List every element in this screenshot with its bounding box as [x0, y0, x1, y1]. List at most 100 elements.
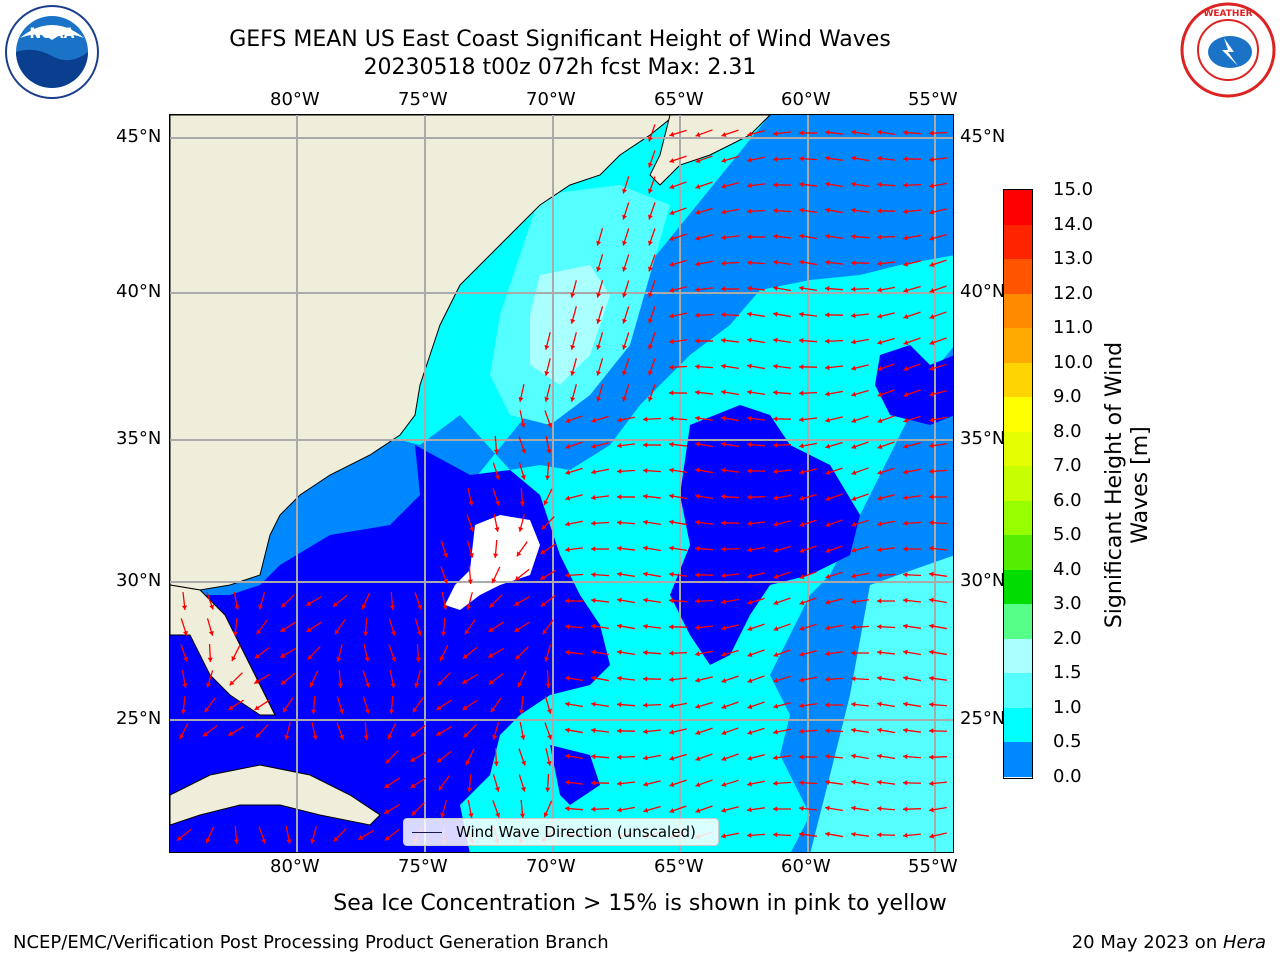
run-date-text: 20 May 2023 on [1071, 932, 1223, 953]
wave-arrow-head [254, 653, 260, 659]
wave-arrow-head [648, 318, 653, 324]
wave-arrow-head [903, 754, 908, 760]
wave-arrow-head [181, 605, 188, 610]
wave-arrow-head [929, 130, 934, 136]
colorbar-segment [1004, 224, 1032, 260]
wave-arrow-head [540, 601, 546, 607]
wave-arrow-head [929, 235, 935, 241]
wave-arrow-head [207, 657, 213, 662]
wave-arrow-head [438, 785, 444, 791]
wave-arrow-head [182, 683, 188, 688]
wave-arrow-head [488, 653, 494, 658]
wave-arrow-head [546, 761, 552, 766]
wave-arrow-head [591, 780, 596, 786]
wave-arrow-head [695, 598, 700, 604]
wave-arrow-head [695, 624, 700, 631]
wave-arrow-head [519, 501, 525, 506]
wave-arrow-head [851, 181, 856, 187]
wave-arrow-head [669, 467, 674, 473]
wave-arrow-head [851, 624, 856, 630]
wave-arrow-head [877, 675, 882, 681]
wave-arrow-head [591, 443, 597, 449]
wave-arrow-head [825, 805, 830, 811]
wave-arrow-head [229, 680, 235, 686]
wave-arrow-head [622, 292, 628, 298]
wave-arrow-head [721, 704, 727, 710]
lon-label-top-80w: 80°W [270, 89, 320, 110]
wave-arrow-head [516, 551, 522, 557]
wave-arrow-head [255, 732, 261, 738]
wave-arrow-head [903, 235, 908, 241]
producer-credit: NCEP/EMC/Verification Post Processing Pr… [13, 932, 609, 953]
wave-arrow-head [929, 520, 934, 526]
wave-arrow-head [825, 207, 830, 213]
lon-label-top-60w: 60°W [781, 89, 831, 110]
wave-arrow-head [565, 649, 570, 656]
wave-arrow-head [721, 730, 727, 736]
wave-arrow-head [617, 623, 622, 629]
legend-label: Wind Wave Direction (unscaled) [456, 823, 696, 841]
wave-arrow-head [520, 735, 526, 740]
wave-arrow-head [903, 701, 908, 707]
wave-arrow-head [643, 468, 648, 474]
wave-arrow-head [669, 782, 675, 787]
sea-ice-note: Sea Ice Concentration > 15% is shown in … [333, 891, 947, 916]
wave-arrow-head [721, 363, 726, 369]
wave-arrow-head [851, 260, 856, 266]
wave-arrow-head [591, 417, 597, 423]
wave-arrow-head [669, 210, 675, 216]
wave-arrow-head [591, 754, 596, 760]
colorbar-segment [1004, 328, 1032, 363]
wave-arrow-head [468, 813, 474, 818]
wave-arrow-head [799, 522, 805, 527]
colorbar [1003, 189, 1033, 779]
wave-arrow-head [877, 649, 882, 656]
wave-arrow-head [591, 701, 596, 707]
wave-arrow-head [617, 780, 622, 787]
wave-arrow-head [773, 521, 779, 527]
lat-label-left-40n: 40°N [116, 281, 162, 302]
wave-arrow-head [306, 627, 312, 632]
wave-arrow-head [721, 286, 726, 292]
wave-arrow-head [773, 600, 779, 606]
wave-arrow-head [799, 469, 805, 475]
wave-arrow-head [799, 651, 805, 657]
wave-arrow-head [669, 364, 674, 370]
wave-arrow-head [695, 287, 700, 293]
wave-arrow-head [929, 443, 934, 449]
wave-arrow-head [721, 651, 727, 657]
wave-arrow-head [570, 292, 576, 298]
wave-arrow-head [851, 418, 857, 423]
wave-arrow-head [903, 572, 908, 578]
wave-arrow-head [493, 553, 499, 558]
wave-arrow-head [622, 188, 628, 194]
wave-arrow-head [591, 597, 596, 604]
wave-arrow-head [695, 441, 700, 447]
wave-arrow-head [415, 657, 421, 662]
wave-arrow-head [515, 654, 521, 660]
wave-arrow-head [543, 812, 549, 818]
wave-arrow-head [648, 292, 653, 298]
wave-arrow-head [851, 650, 856, 656]
wave-arrow-head [669, 131, 675, 137]
wave-arrow-head [695, 756, 701, 762]
wave-arrow-head [799, 677, 804, 683]
chart-title: GEFS MEAN US East Coast Significant Heig… [229, 27, 891, 52]
wave-arrow-head [591, 572, 596, 578]
wave-arrow-head [773, 495, 778, 501]
wave-arrow-head [648, 266, 653, 272]
wave-arrow-head [596, 318, 602, 324]
wave-arrow-head [464, 629, 470, 635]
wave-arrow-head [903, 832, 908, 839]
wave-arrow-head [903, 623, 908, 629]
wave-arrow-head [669, 598, 674, 604]
wave-arrow-head [903, 469, 908, 475]
wave-arrow-head [929, 597, 934, 603]
wave-arrow-head [877, 547, 882, 553]
wave-arrow-head [520, 423, 526, 428]
wave-arrow-head [773, 233, 778, 240]
wave-arrow-head [643, 807, 649, 813]
wave-arrow-head [903, 130, 908, 136]
wave-arrow-head [643, 571, 648, 577]
wave-arrow-head [312, 735, 318, 740]
